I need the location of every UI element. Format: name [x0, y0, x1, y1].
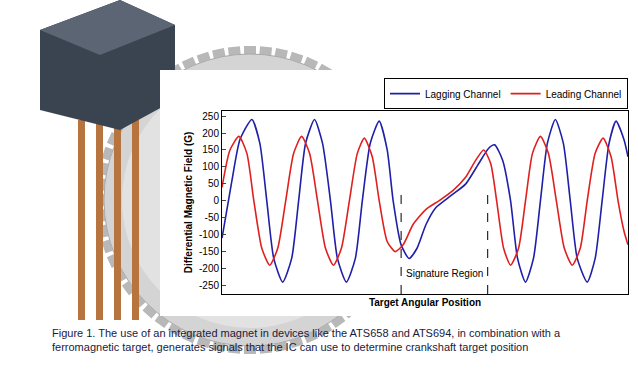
svg-text:Differential Magnetic Field (G: Differential Magnetic Field (G)	[183, 132, 194, 274]
svg-text:Signature Region: Signature Region	[406, 268, 483, 279]
html-text:Figure 1. The use of an integr: Figure 1. The use of an integrated magne…	[52, 327, 561, 353]
svg-text:-150: -150	[199, 246, 219, 257]
svg-text:-250: -250	[199, 280, 219, 291]
svg-text:-200: -200	[199, 263, 219, 274]
svg-text:250: 250	[202, 111, 219, 122]
svg-text:-50: -50	[205, 212, 220, 223]
svg-text:200: 200	[202, 128, 219, 139]
svg-text:0: 0	[213, 195, 219, 206]
svg-text:Leading Channel: Leading Channel	[546, 89, 622, 100]
svg-text:50: 50	[208, 178, 220, 189]
svg-text:Lagging Channel: Lagging Channel	[425, 89, 501, 100]
svg-text:100: 100	[202, 161, 219, 172]
svg-text:-100: -100	[199, 229, 219, 240]
svg-text:150: 150	[202, 144, 219, 155]
svg-text:Target Angular Position: Target Angular Position	[369, 297, 481, 308]
